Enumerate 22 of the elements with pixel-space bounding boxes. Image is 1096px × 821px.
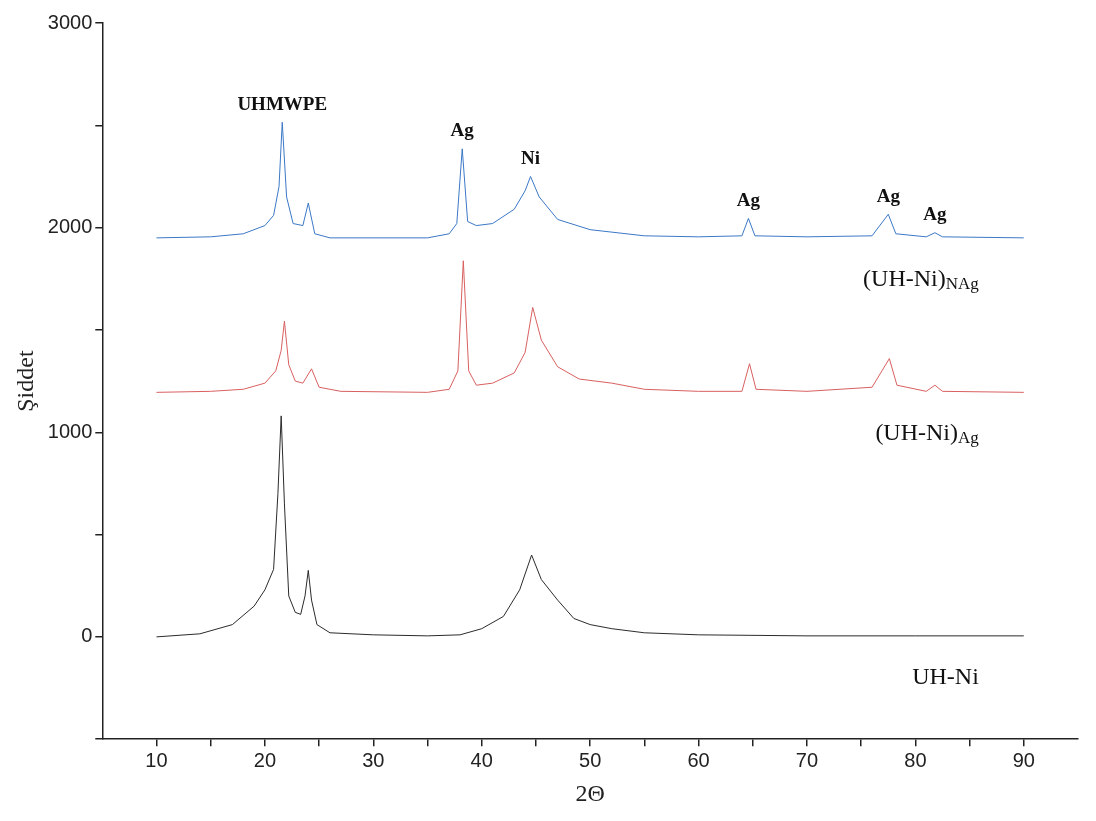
annotation: Ag (923, 203, 947, 225)
x-tick-label: 40 (470, 748, 493, 771)
y-tick-label: 2000 (47, 215, 93, 238)
annotation: Ag (450, 119, 475, 141)
y-tick-label: 1000 (47, 419, 93, 442)
y-tick-label: 0 (81, 624, 93, 647)
x-tick-label: 30 (362, 748, 385, 771)
annotation: UHMWPE (237, 92, 328, 114)
x-tick-label: 80 (904, 748, 927, 771)
x-tick-label: 50 (579, 748, 602, 771)
annotation: Ag (736, 188, 761, 210)
x-tick-label: 70 (795, 748, 819, 771)
x-tick-label: 90 (1012, 748, 1035, 771)
x-tick-label: 20 (253, 748, 277, 771)
x-tick-label: 10 (145, 748, 168, 771)
series-label: UH-Ni (912, 662, 980, 689)
x-axis-title: 2Θ (575, 779, 605, 806)
y-axis-title: Şiddet (11, 350, 38, 412)
y-tick-label: 3000 (47, 10, 93, 33)
x-tick-label: 60 (687, 748, 710, 771)
annotation: Ag (876, 184, 901, 206)
annotation: Ni (521, 146, 541, 168)
